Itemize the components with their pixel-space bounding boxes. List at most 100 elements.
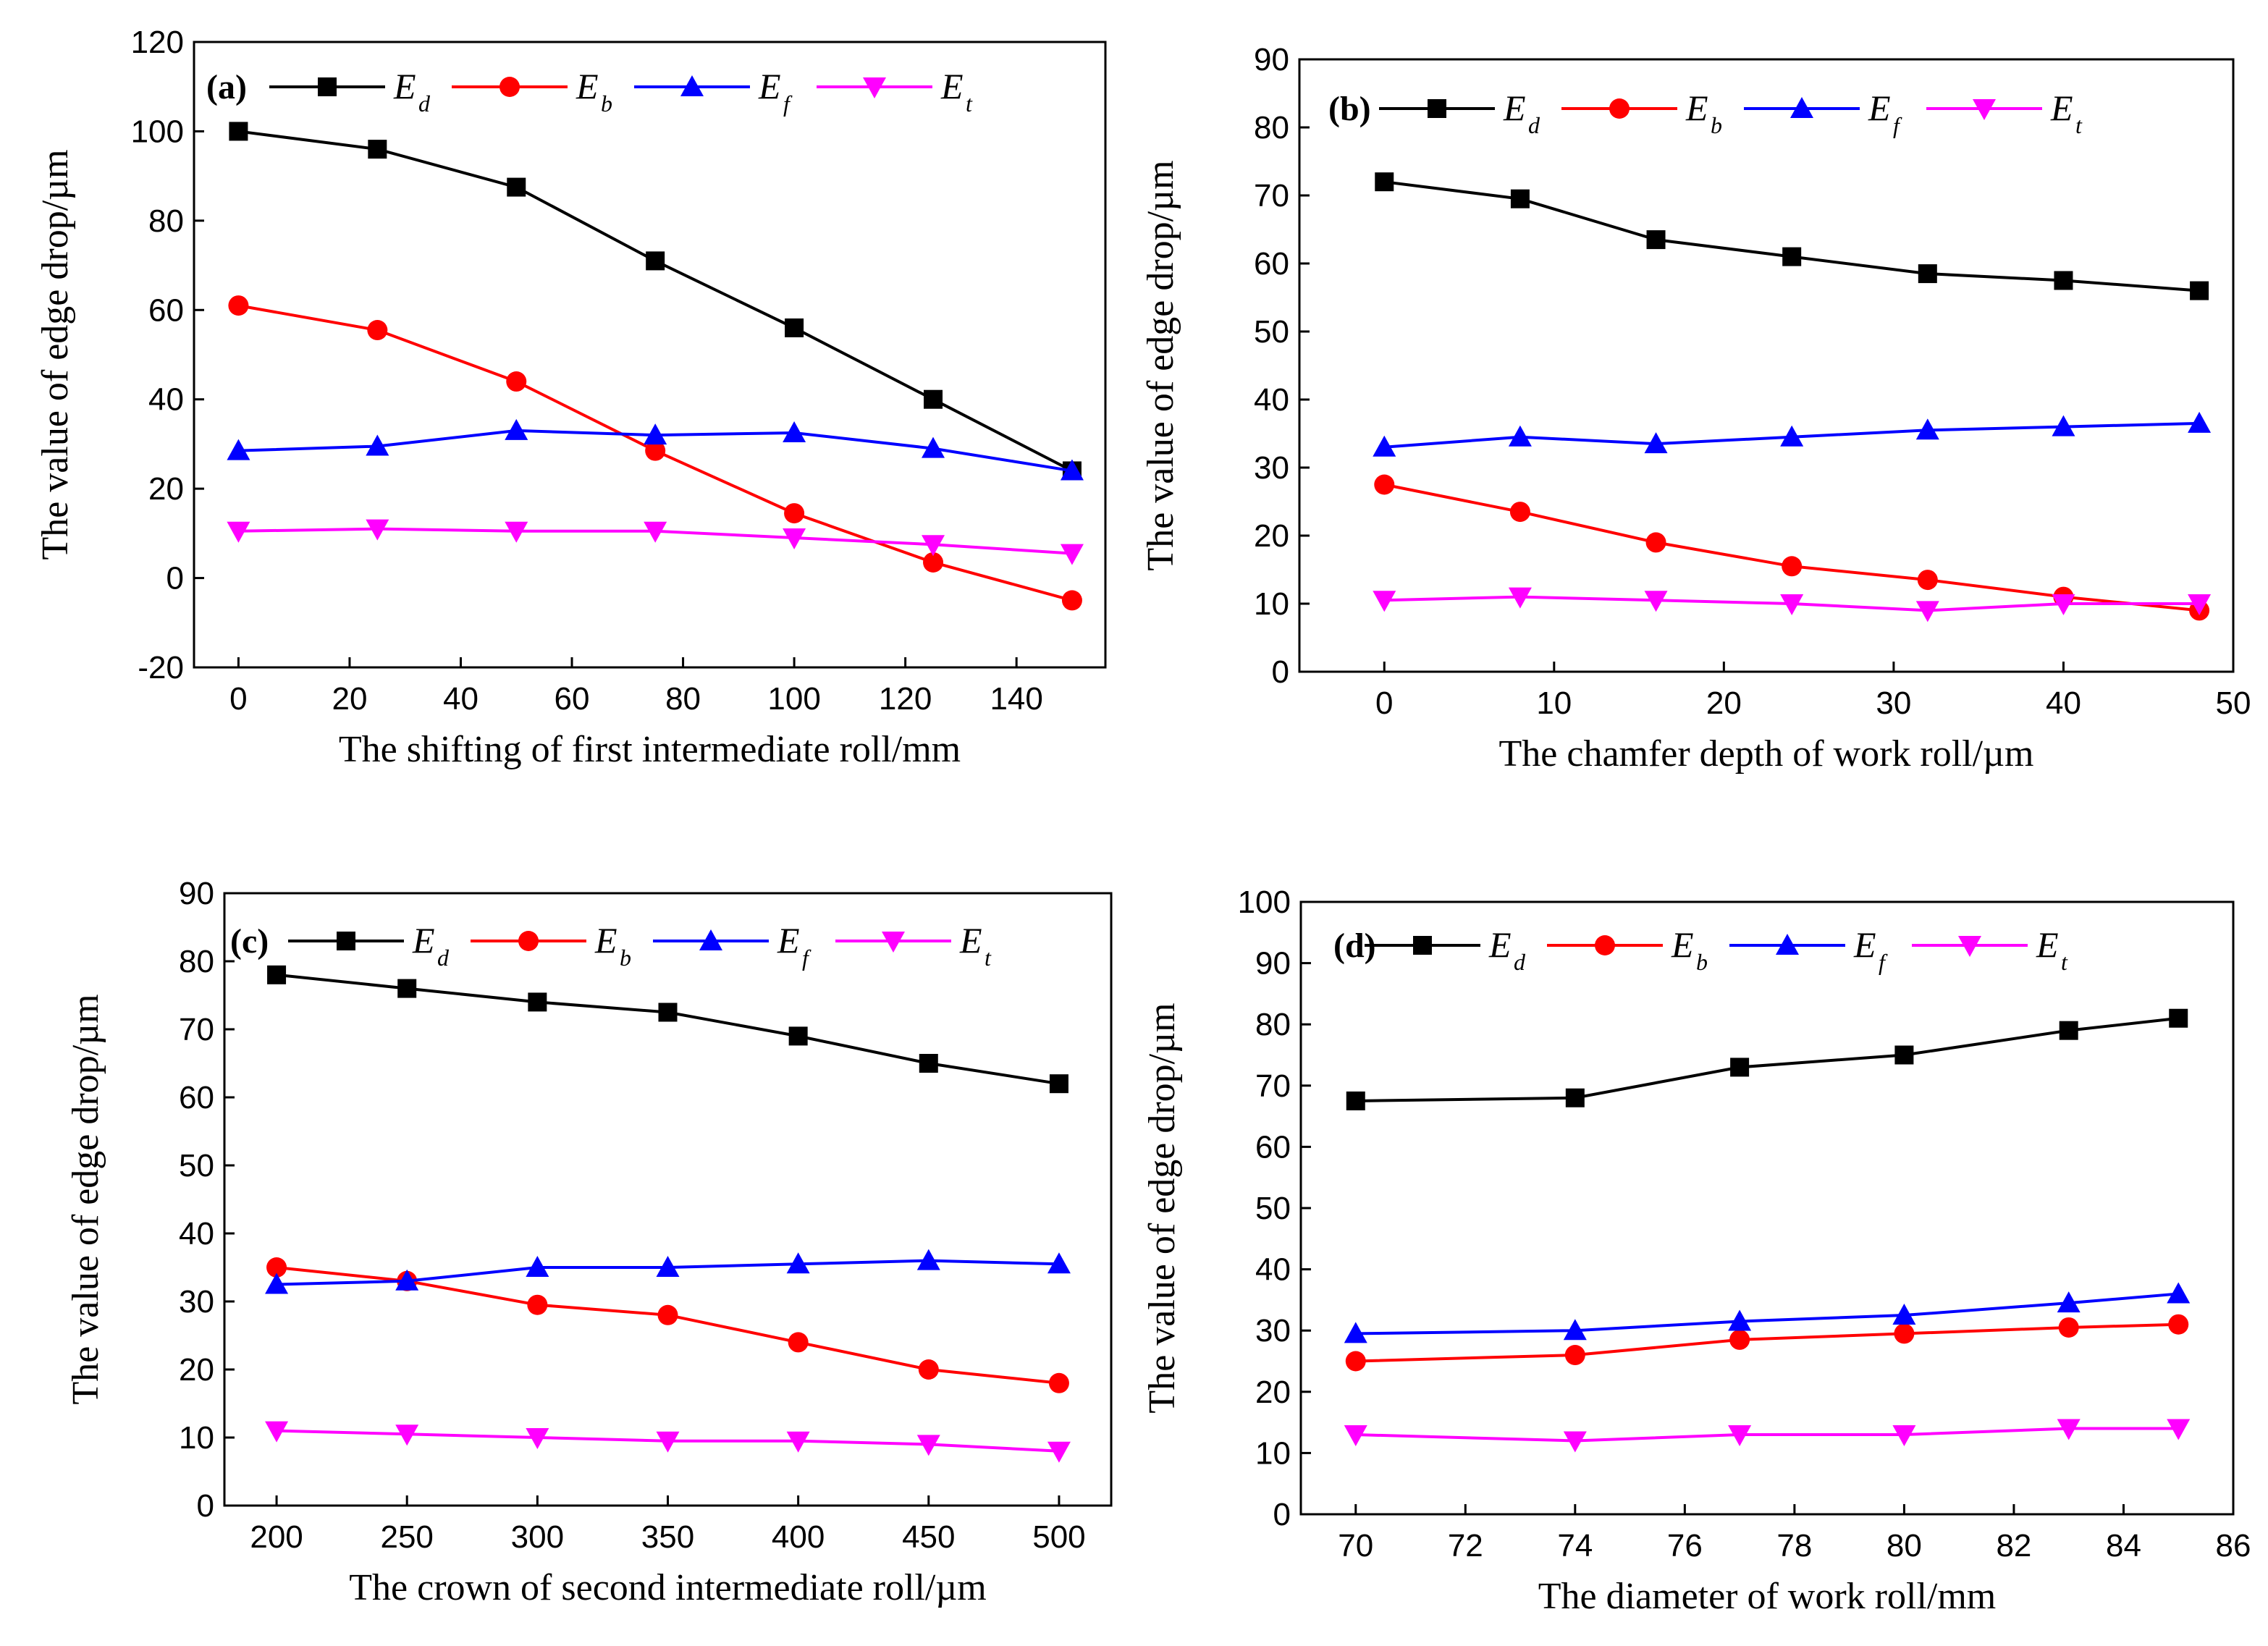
legend-marker [1609, 98, 1630, 119]
data-point [1915, 601, 1939, 622]
y-tick-label: 70 [1254, 178, 1289, 214]
x-tick-label: 30 [1876, 685, 1911, 721]
y-tick-label: 40 [148, 382, 184, 418]
data-point [1373, 591, 1396, 612]
x-tick-label: 100 [767, 681, 820, 717]
x-tick-label: 40 [2046, 685, 2081, 721]
y-tick-label: 90 [1254, 42, 1289, 77]
data-point [366, 519, 389, 541]
data-point [1780, 594, 1804, 615]
x-tick-label: 80 [1887, 1528, 1922, 1563]
legend-subscript: f [802, 945, 811, 971]
data-point [366, 434, 389, 456]
data-point [2058, 1317, 2079, 1338]
data-point [2188, 411, 2212, 433]
data-point [1782, 247, 1802, 266]
y-tick-label: 50 [179, 1148, 214, 1183]
data-point [2059, 1021, 2078, 1040]
x-tick-label: 40 [443, 681, 479, 717]
x-axis-title: The chamfer depth of work roll/µm [1499, 733, 2034, 775]
data-point [1892, 1304, 1916, 1325]
legend-label: E [1685, 88, 1708, 128]
data-point [783, 421, 806, 442]
data-point [1047, 1441, 1071, 1463]
data-point [1915, 418, 1939, 440]
series-Et [1373, 587, 2212, 622]
data-point [919, 1054, 938, 1073]
y-tick-label: 90 [179, 876, 214, 911]
data-point [656, 1256, 680, 1277]
series-line [1383, 483, 2200, 612]
data-point [1060, 544, 1084, 565]
legend-label: E [2050, 88, 2073, 128]
y-tick-label: 60 [1254, 246, 1289, 282]
series-Ef [1344, 1282, 2191, 1343]
data-point [1375, 172, 1394, 192]
y-tick-label: 20 [148, 471, 184, 507]
y-tick-label: 0 [166, 561, 184, 596]
series-Et [265, 1421, 1071, 1463]
y-tick-label: 70 [1255, 1068, 1291, 1104]
legend-subscript: d [1528, 112, 1540, 138]
data-point [2169, 1008, 2188, 1028]
x-axis-title: The crown of second intermediate roll/µm [349, 1567, 986, 1608]
x-tick-label: 50 [2216, 685, 2251, 721]
data-point [923, 552, 944, 573]
data-point [1345, 1351, 1366, 1372]
series-line [1384, 180, 2200, 292]
series-Ed [267, 965, 1068, 1094]
panel-label: (a) [206, 68, 247, 106]
data-point [2052, 415, 2075, 436]
x-tick-label: 250 [380, 1519, 433, 1555]
x-tick-label: 84 [2106, 1528, 2141, 1563]
data-point [266, 1257, 287, 1278]
x-tick-label: 400 [772, 1519, 825, 1555]
y-tick-label: 0 [197, 1488, 214, 1524]
data-point [2057, 1291, 2081, 1313]
series-Ef [1373, 411, 2212, 457]
x-tick-label: 200 [250, 1519, 303, 1555]
data-point [1060, 459, 1084, 481]
y-tick-label: 100 [1238, 885, 1291, 920]
y-tick-label: 100 [131, 114, 184, 149]
y-tick-label: 80 [1255, 1007, 1291, 1042]
data-point [1728, 1309, 1752, 1331]
x-tick-label: 120 [879, 681, 932, 717]
legend-label: E [594, 920, 617, 961]
x-tick-label: 0 [229, 681, 247, 717]
series-line [1355, 1322, 2179, 1363]
legend-label: E [1868, 88, 1891, 128]
data-point [1728, 1425, 1752, 1447]
legend-marker [337, 932, 355, 950]
series-Eb [1345, 1314, 2189, 1372]
x-tick-label: 60 [555, 681, 590, 717]
y-tick-label: 80 [179, 944, 214, 979]
x-axis-title: The shifting of first intermediate roll/… [339, 729, 961, 770]
data-point [783, 528, 806, 550]
legend-marker [1428, 99, 1446, 118]
x-tick-label: 140 [990, 681, 1042, 717]
y-tick-label: 50 [1255, 1191, 1291, 1226]
data-point [656, 1431, 680, 1453]
series-line [276, 973, 1060, 1086]
data-point [265, 1273, 289, 1294]
data-point [786, 1252, 810, 1274]
plot-frame [1299, 900, 2235, 1516]
legend-label: E [940, 66, 964, 106]
data-point [1730, 1058, 1750, 1077]
data-point [2167, 1419, 2191, 1440]
x-tick-label: 500 [1032, 1519, 1085, 1555]
legend-subscript: d [418, 90, 431, 117]
y-tick-label: 10 [179, 1420, 214, 1456]
data-point [1346, 1091, 1365, 1110]
legend-marker [1595, 935, 1615, 955]
data-point [1373, 435, 1396, 457]
data-point [1780, 425, 1804, 447]
